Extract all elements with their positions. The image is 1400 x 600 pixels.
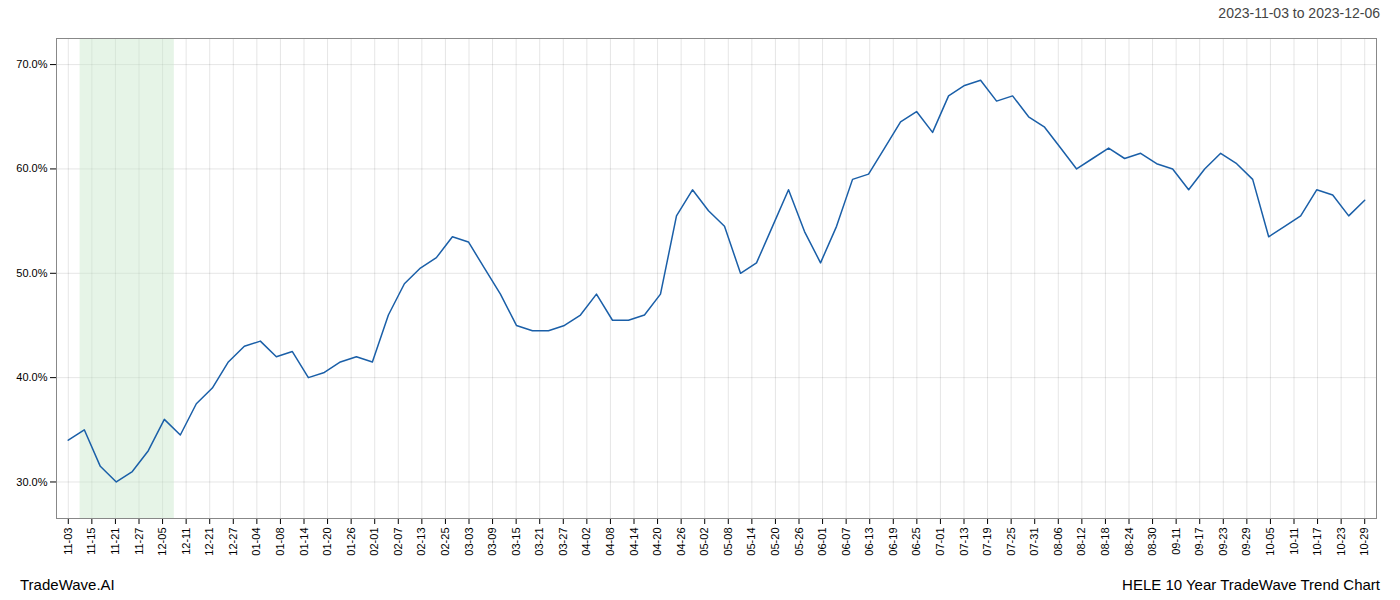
svg-text:01-08: 01-08 [274,528,286,556]
svg-text:03-15: 03-15 [510,528,522,556]
svg-text:04-26: 04-26 [675,528,687,556]
svg-text:70.0%: 70.0% [16,58,47,70]
svg-text:01-26: 01-26 [345,528,357,556]
svg-text:06-25: 06-25 [910,528,922,556]
svg-text:02-01: 02-01 [368,528,380,556]
svg-text:02-25: 02-25 [439,528,451,556]
svg-text:04-02: 04-02 [580,528,592,556]
svg-text:03-09: 03-09 [486,528,498,556]
svg-text:01-04: 01-04 [250,528,262,556]
svg-text:07-01: 07-01 [934,528,946,556]
svg-text:03-21: 03-21 [533,528,545,556]
svg-text:10-05: 10-05 [1264,528,1276,556]
svg-text:03-03: 03-03 [463,528,475,556]
svg-text:04-14: 04-14 [628,528,640,556]
svg-text:12-21: 12-21 [203,528,215,556]
svg-text:11-27: 11-27 [133,528,145,555]
svg-text:08-12: 08-12 [1075,528,1087,556]
svg-text:07-19: 07-19 [981,528,993,556]
svg-text:07-25: 07-25 [1005,528,1017,556]
svg-text:60.0%: 60.0% [16,162,47,174]
html-text:2023-11-03 to 2023-12-06: 2023-11-03 to 2023-12-06 [1218,5,1380,21]
html-text:HELE 10 Year TradeWave Trend C: HELE 10 Year TradeWave Trend Chart [1122,575,1380,593]
svg-text:01-20: 01-20 [321,528,333,556]
svg-text:06-01: 06-01 [816,528,828,556]
svg-text:03-27: 03-27 [557,528,569,556]
svg-text:02-07: 02-07 [392,528,404,556]
svg-text:10-11: 10-11 [1288,528,1300,555]
svg-text:08-06: 08-06 [1052,528,1064,556]
svg-text:07-13: 07-13 [958,528,970,556]
svg-text:02-13: 02-13 [415,528,427,556]
html-text:TradeWave.AI: TradeWave.AI [20,575,115,593]
svg-text:07-31: 07-31 [1028,528,1040,556]
svg-text:04-20: 04-20 [651,528,663,556]
svg-text:05-14: 05-14 [745,528,757,556]
svg-text:08-18: 08-18 [1099,528,1111,556]
svg-text:30.0%: 30.0% [16,475,47,487]
svg-text:09-23: 09-23 [1217,528,1229,556]
svg-text:05-20: 05-20 [769,528,781,556]
svg-text:01-14: 01-14 [298,528,310,556]
svg-text:10-17: 10-17 [1311,528,1323,556]
svg-text:06-19: 06-19 [887,528,899,556]
svg-text:12-27: 12-27 [227,528,239,556]
svg-text:09-17: 09-17 [1193,528,1205,556]
svg-text:10-29: 10-29 [1358,528,1370,556]
svg-text:11-03: 11-03 [62,528,74,555]
svg-text:09-11: 09-11 [1170,528,1182,555]
svg-text:08-30: 08-30 [1146,528,1158,556]
svg-text:08-24: 08-24 [1123,528,1135,556]
svg-text:50.0%: 50.0% [16,267,47,279]
svg-text:11-21: 11-21 [109,528,121,555]
svg-text:10-23: 10-23 [1335,528,1347,556]
svg-text:11-15: 11-15 [85,528,97,555]
svg-text:12-05: 12-05 [156,528,168,556]
svg-text:04-08: 04-08 [604,528,616,556]
svg-text:05-08: 05-08 [722,528,734,556]
svg-text:05-26: 05-26 [793,528,805,556]
svg-text:05-02: 05-02 [698,528,710,556]
svg-text:40.0%: 40.0% [16,371,47,383]
svg-text:06-07: 06-07 [840,528,852,556]
svg-text:09-29: 09-29 [1240,528,1252,556]
svg-text:06-13: 06-13 [863,528,875,556]
svg-text:12-11: 12-11 [180,528,192,555]
